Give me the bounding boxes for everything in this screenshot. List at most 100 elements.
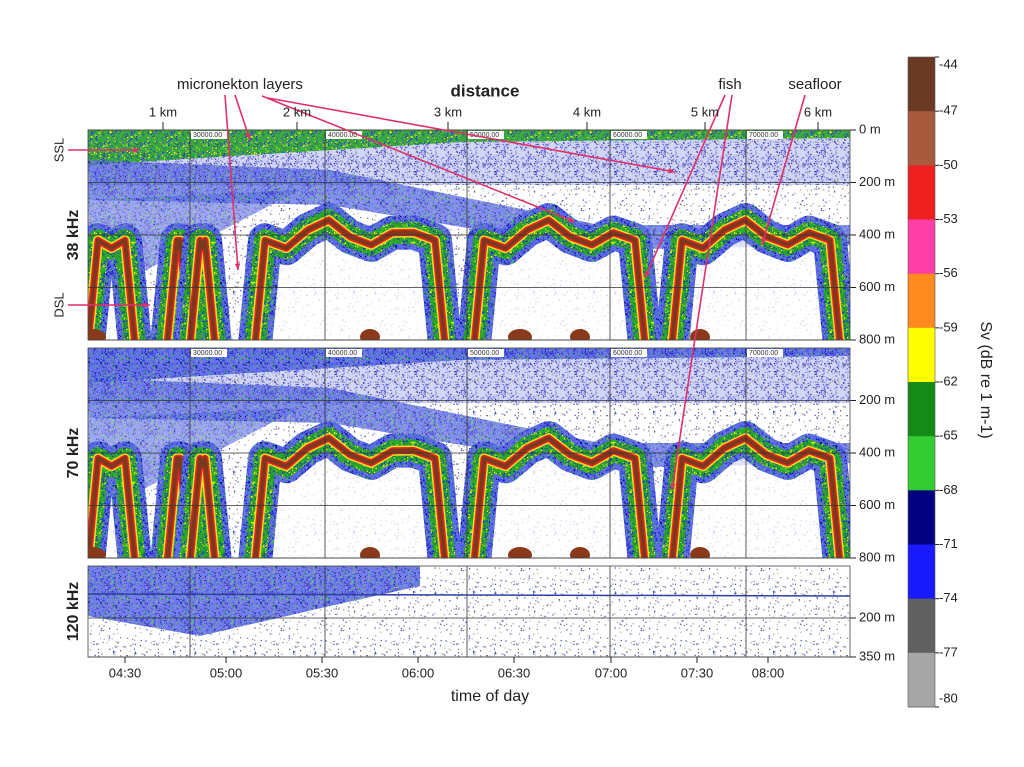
marker-box bbox=[326, 131, 362, 139]
time-tick-label: 07:30 bbox=[681, 665, 714, 680]
panel-label: 70 kHz bbox=[65, 428, 82, 479]
marker-label: 70000.00 bbox=[749, 132, 778, 139]
y-tick-label: 200 m bbox=[859, 392, 895, 407]
annotation: seafloor bbox=[788, 76, 841, 93]
seafloor-echo bbox=[670, 218, 842, 340]
seafloor-echo bbox=[670, 436, 842, 558]
distance-tick-label: 6 km bbox=[804, 104, 832, 119]
colorbar-frame bbox=[907, 56, 936, 708]
bottom-echo bbox=[690, 547, 710, 558]
bottom-echo bbox=[508, 547, 532, 558]
colorbar-swatch bbox=[908, 165, 935, 220]
colorbar-swatch bbox=[908, 273, 935, 329]
seafloor-echo bbox=[472, 218, 647, 340]
colorbar-swatch bbox=[908, 382, 935, 437]
marker-label: 70000.00 bbox=[749, 350, 778, 357]
marker-box bbox=[468, 349, 504, 357]
arrow bbox=[267, 97, 676, 173]
marker-label: 30000.00 bbox=[193, 132, 222, 139]
colorbar-tick-label: -74 bbox=[939, 590, 958, 605]
panel-echogram bbox=[88, 348, 850, 558]
colorbar-swatch bbox=[908, 219, 935, 275]
bottom-echo bbox=[508, 329, 532, 340]
surface-layer bbox=[88, 566, 420, 636]
panel-label: 120 kHz bbox=[65, 582, 82, 642]
marker-box bbox=[747, 131, 783, 139]
scattering-line bbox=[88, 593, 850, 597]
arrowhead bbox=[761, 238, 767, 245]
y-tick-label: 600 m bbox=[859, 497, 895, 512]
annotation: fish bbox=[718, 76, 741, 93]
y-tick-label: 0 m bbox=[859, 121, 881, 136]
x-axis-label: time of day bbox=[451, 688, 529, 705]
colorbar-tick-label: -65 bbox=[939, 428, 958, 443]
marker-box bbox=[611, 349, 647, 357]
marker-label: 50000.00 bbox=[470, 132, 499, 139]
bottom-echo bbox=[570, 329, 590, 340]
time-tick-label: 04:30 bbox=[109, 665, 142, 680]
arrow bbox=[671, 94, 733, 491]
panel-echogram bbox=[88, 130, 850, 340]
seafloor-echo bbox=[188, 238, 217, 340]
colorbar-swatch bbox=[908, 598, 935, 654]
colorbar-swatch bbox=[908, 436, 935, 491]
y-tick-label: 350 m bbox=[859, 648, 895, 663]
seafloor-echo bbox=[472, 436, 647, 558]
arrowhead bbox=[143, 302, 150, 308]
seafloor-echo bbox=[88, 238, 137, 340]
y-tick-label: 800 m bbox=[859, 331, 895, 346]
colorbar-tick-label: -56 bbox=[939, 265, 958, 280]
time-tick-label: 07:00 bbox=[595, 665, 628, 680]
distance-tick-label: 3 km bbox=[434, 104, 462, 119]
time-tick-label: 08:00 bbox=[752, 665, 785, 680]
arrowhead bbox=[133, 147, 140, 153]
arrowhead bbox=[245, 133, 251, 140]
y-tick-label: 200 m bbox=[859, 609, 895, 624]
y-tick-label: 400 m bbox=[859, 226, 895, 241]
colorbar-tick-label: -80 bbox=[939, 690, 958, 705]
distance-title: distance bbox=[451, 81, 520, 100]
colorbar-swatch bbox=[908, 544, 935, 600]
y-tick-label: 200 m bbox=[859, 174, 895, 189]
seafloor-echo bbox=[188, 456, 217, 558]
colorbar-tick-label: -77 bbox=[939, 644, 958, 659]
bottom-echo bbox=[690, 329, 710, 340]
marker-box bbox=[191, 131, 227, 139]
annotation: SSL bbox=[51, 138, 66, 163]
bottom-echo bbox=[360, 547, 380, 558]
marker-box bbox=[191, 349, 227, 357]
arrow bbox=[224, 94, 239, 271]
colorbar-swatch bbox=[908, 327, 935, 383]
panel-label: 38 kHz bbox=[65, 210, 82, 261]
marker-box bbox=[611, 131, 647, 139]
marker-label: 30000.00 bbox=[193, 350, 222, 357]
bottom-echo bbox=[360, 329, 380, 340]
marker-label: 40000.00 bbox=[328, 132, 357, 139]
colorbar-swatch bbox=[908, 111, 935, 166]
surface-layer bbox=[88, 130, 850, 165]
bottom-echo bbox=[570, 547, 590, 558]
arrowhead bbox=[668, 168, 675, 174]
marker-label: 40000.00 bbox=[328, 350, 357, 357]
colorbar-tick-label: -44 bbox=[939, 56, 958, 71]
panel: 200 m 400 m 600 m 800 m 30000.00 40000.00 5000… bbox=[65, 347, 895, 564]
panel-echogram bbox=[88, 566, 850, 657]
bottom-echo bbox=[88, 329, 106, 340]
marker-box bbox=[326, 349, 362, 357]
bottom-echo bbox=[88, 547, 106, 558]
time-tick-label: 06:30 bbox=[498, 665, 531, 680]
colorbar-tick-label: -62 bbox=[939, 373, 958, 388]
arrowhead bbox=[670, 483, 676, 490]
time-tick-label: 05:00 bbox=[210, 665, 243, 680]
marker-box bbox=[468, 131, 504, 139]
colorbar-label: Sv (dB re 1 m-1) bbox=[977, 321, 994, 438]
y-tick-label: 800 m bbox=[859, 549, 895, 564]
time-tick-label: 05:30 bbox=[306, 665, 339, 680]
colorbar-tick-label: -53 bbox=[939, 211, 958, 226]
colorbar-swatch bbox=[908, 57, 935, 112]
colorbar-tick-label: -71 bbox=[939, 536, 958, 551]
arrowhead bbox=[568, 217, 575, 223]
panel-frame bbox=[87, 565, 851, 658]
arrow bbox=[261, 95, 576, 223]
colorbar-tick-label: -59 bbox=[939, 319, 958, 334]
